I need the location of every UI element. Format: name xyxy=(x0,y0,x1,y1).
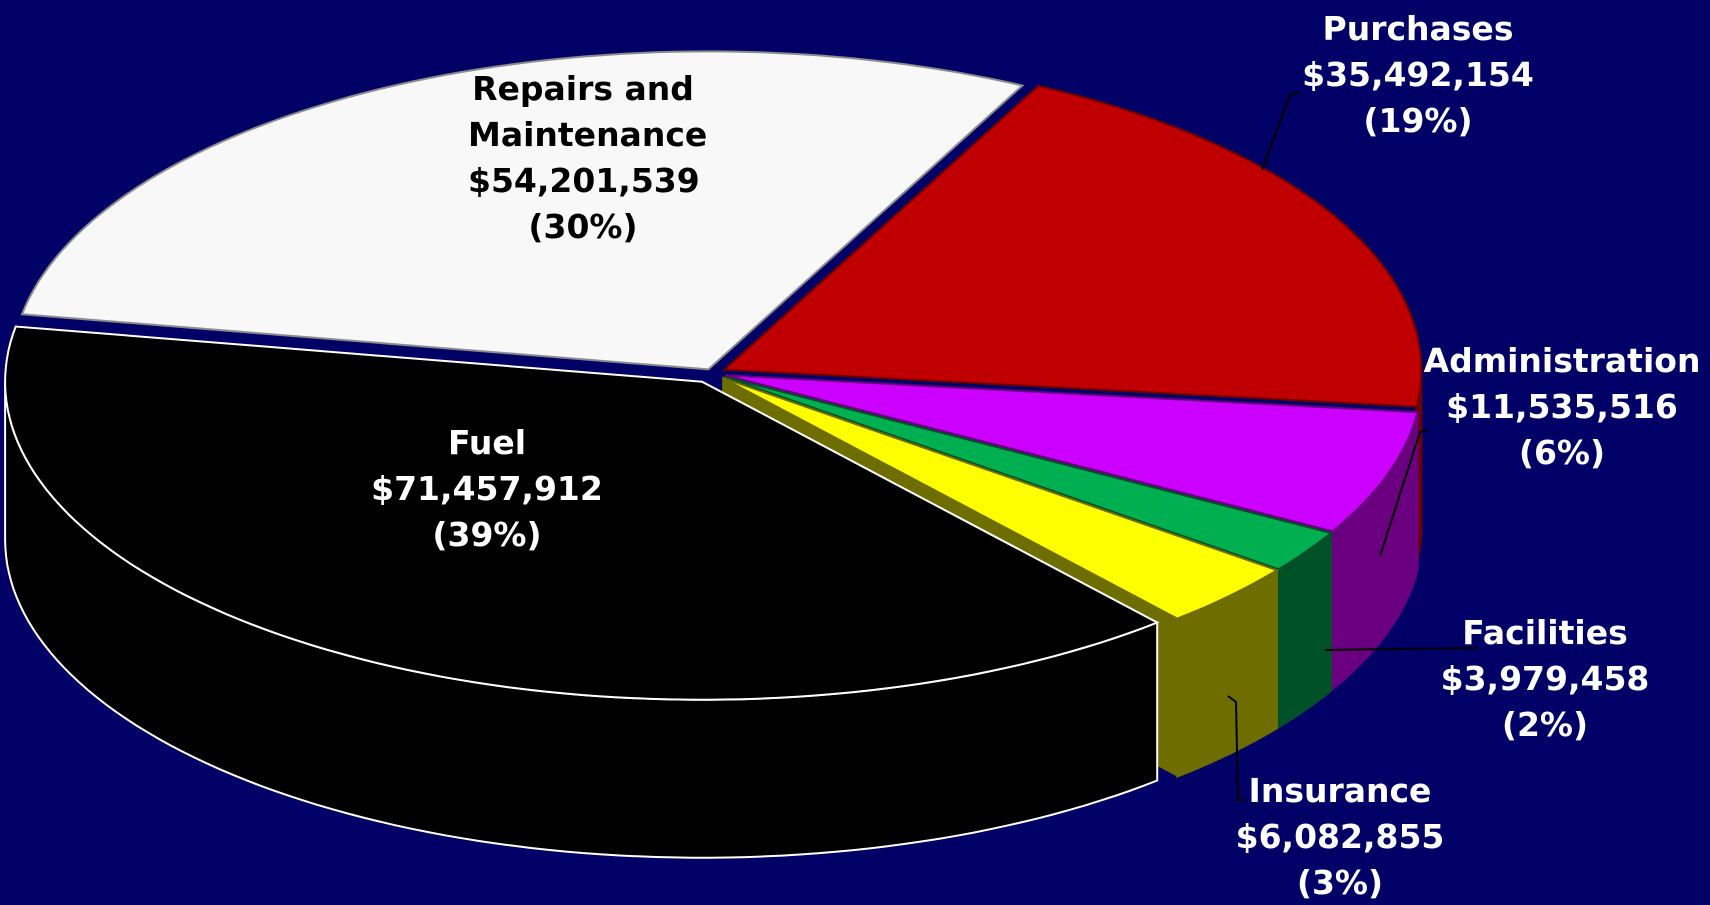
slice-label: Purchases $35,492,154 (19%) xyxy=(1218,6,1618,144)
percent-label: (19%) xyxy=(1363,101,1473,140)
value-label: $54,201,539 xyxy=(468,161,700,200)
percent-label: (6%) xyxy=(1518,433,1606,472)
value-label: $6,082,855 xyxy=(1235,817,1445,856)
leader-line xyxy=(1324,647,1479,651)
slice-label: Repairs and Maintenance $54,201,539 (30%) xyxy=(468,66,708,250)
category-label: Fuel xyxy=(447,423,527,462)
category-label: Purchases xyxy=(1322,9,1514,48)
leader-line xyxy=(1379,429,1429,557)
leader-line xyxy=(1227,695,1245,801)
slice-label: Insurance $6,082,855 (3%) xyxy=(1140,768,1540,905)
value-label: $11,535,516 xyxy=(1446,387,1678,426)
category-label: Repairs and Maintenance xyxy=(468,69,708,154)
leader-line xyxy=(1261,91,1301,171)
slice xyxy=(4,325,1160,701)
slice-label: Fuel $71,457,912 (39%) xyxy=(287,420,687,558)
percent-label: (2%) xyxy=(1501,705,1589,744)
slice xyxy=(20,50,1025,371)
slice xyxy=(725,374,1419,533)
category-label: Facilities xyxy=(1462,613,1628,652)
category-label: Insurance xyxy=(1248,771,1432,810)
percent-label: (30%) xyxy=(528,207,638,246)
percent-label: (39%) xyxy=(432,515,542,554)
percent-label: (3%) xyxy=(1296,863,1384,902)
value-label: $3,979,458 xyxy=(1440,659,1650,698)
category-label: Administration xyxy=(1423,341,1701,380)
value-label: $71,457,912 xyxy=(371,469,603,508)
slice xyxy=(721,376,1280,620)
slice-label: Administration $11,535,516 (6%) xyxy=(1362,338,1710,476)
slice xyxy=(721,84,1423,408)
slice-label: Facilities $3,979,458 (2%) xyxy=(1345,610,1710,748)
value-label: $35,492,154 xyxy=(1302,55,1534,94)
slice xyxy=(723,375,1334,571)
